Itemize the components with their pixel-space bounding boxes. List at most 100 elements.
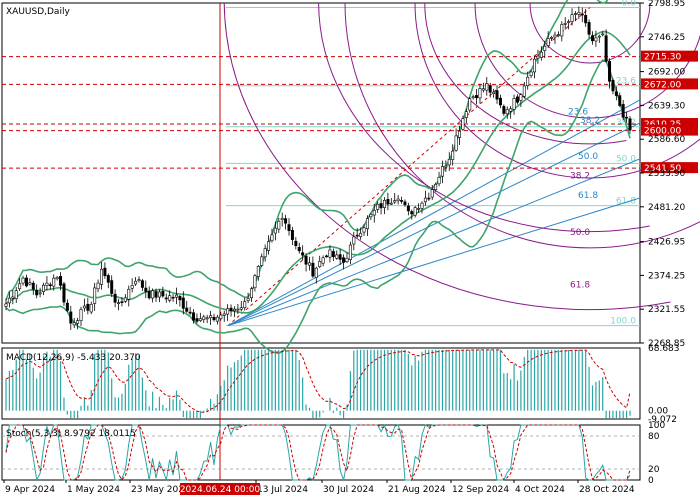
candle-body <box>222 313 226 316</box>
candle-body <box>277 220 281 230</box>
candle-body <box>427 197 431 200</box>
candle-body <box>89 303 93 313</box>
stoch-tick-label: 0 <box>648 476 654 486</box>
candle-body <box>144 287 148 292</box>
macd-signal-line <box>5 349 631 413</box>
candle-body <box>362 227 366 233</box>
date-tick-label: 4 Oct 2024 <box>515 485 565 495</box>
candle-body <box>209 315 213 319</box>
candle-body <box>188 311 192 314</box>
cursor-date-tag <box>180 483 260 495</box>
macd-title: MACD(12,26,9) -5.433 20.370 <box>6 353 141 363</box>
trend-diagonal-line <box>227 7 591 326</box>
level-tag <box>641 50 698 62</box>
candle-body <box>253 275 257 289</box>
candle-body <box>543 45 547 51</box>
candle-body <box>590 35 594 42</box>
candle-body <box>471 96 475 99</box>
candle-body <box>7 297 11 304</box>
fib-arc <box>223 2 671 311</box>
candle-body <box>219 314 223 319</box>
candle-body <box>618 95 622 106</box>
candle-body <box>284 218 288 224</box>
level-tag <box>641 118 698 130</box>
candle-body <box>290 230 294 240</box>
candle-body <box>485 83 489 91</box>
date-tick-label: 9 Apr 2024 <box>5 485 55 495</box>
candle-body <box>512 98 516 110</box>
candle-body <box>376 203 380 210</box>
fib-level-label: 100.0 <box>610 317 636 327</box>
fib-arc-label: 50.0 <box>578 152 598 162</box>
level-tag <box>641 78 698 90</box>
candle-body <box>171 296 175 299</box>
level-tag-label: 2715.30 <box>644 53 681 63</box>
date-tick-label: 30 Jul 2024 <box>323 485 374 495</box>
candle-body <box>62 283 66 303</box>
candle-body <box>65 302 69 311</box>
candle-body <box>4 303 8 307</box>
candle-body <box>533 58 537 73</box>
candle-body <box>113 293 117 303</box>
candle-body <box>55 276 59 280</box>
price-tick-label: 2586.60 <box>648 135 685 145</box>
candle-body <box>79 309 83 321</box>
fib-arc-label: 61.8 <box>578 191 598 201</box>
candle-body <box>331 251 335 258</box>
candle-body <box>52 277 56 287</box>
macd-tick-label: -9.072 <box>648 415 677 425</box>
fib-level-label: 23.6 <box>616 77 636 87</box>
candle-body <box>45 282 49 286</box>
candle-body <box>137 279 141 281</box>
stoch-frame <box>1 424 641 481</box>
candle-body <box>345 257 349 263</box>
candle-body <box>461 118 465 130</box>
candle-body <box>226 308 230 315</box>
candle-body <box>229 307 233 311</box>
candle-body <box>134 280 138 285</box>
candle-body <box>519 94 523 101</box>
candle-body <box>468 98 472 111</box>
candle-body <box>321 257 325 264</box>
stoch-title: Stoch(5,3,3) 8.9792 18.0115 <box>6 429 136 439</box>
candle-body <box>38 292 42 295</box>
candle-body <box>365 218 369 230</box>
level-tag-label: 2672.00 <box>644 80 681 90</box>
price-tick-label: 2321.55 <box>648 305 685 315</box>
candle-body <box>335 254 339 259</box>
candle-body <box>178 296 182 301</box>
candle-body <box>458 130 462 138</box>
candle-body <box>567 21 571 23</box>
candle-body <box>164 297 168 300</box>
candle-body <box>481 88 485 91</box>
fib-fan-line <box>227 197 641 327</box>
candle-body <box>440 166 444 177</box>
candle-body <box>328 249 332 258</box>
candle-body <box>509 108 513 112</box>
candle-body <box>250 288 254 298</box>
candle-body <box>546 38 550 46</box>
candle-body <box>215 316 219 322</box>
cursor-date-label: 2024.06.24 00:00 <box>180 485 261 495</box>
candle-body <box>267 241 271 251</box>
price-tick-label: 2533.90 <box>648 169 685 179</box>
candle-body <box>587 22 591 35</box>
candle-body <box>488 85 492 93</box>
candle-body <box>389 202 393 205</box>
price-tick-label: 2481.20 <box>648 203 685 213</box>
fib-arc-label: 38.2 <box>570 172 590 182</box>
axes: 2715.302672.002610.252600.002541.502798.… <box>3 0 698 495</box>
candle-body <box>232 308 236 312</box>
candle-body <box>601 33 605 36</box>
candle-body <box>24 277 28 287</box>
candle-body <box>239 307 243 310</box>
candle-body <box>372 210 376 216</box>
candle-body <box>529 71 533 76</box>
candle-body <box>154 291 158 298</box>
candle-body <box>318 261 322 268</box>
fib-level-label: 50.0 <box>616 154 636 164</box>
candle-body <box>417 208 421 210</box>
candle-body <box>168 295 172 301</box>
candle-body <box>348 244 352 260</box>
